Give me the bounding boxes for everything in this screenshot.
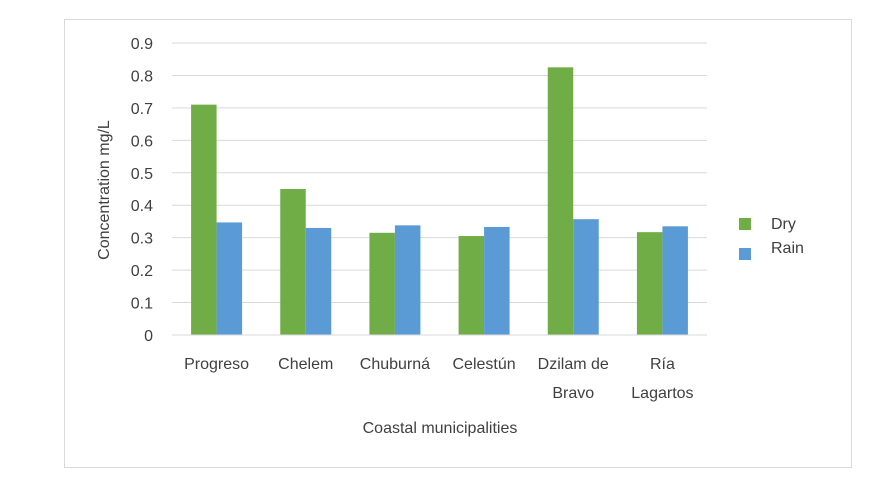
y-tick-label: 0.8 — [131, 68, 153, 85]
x-axis-ticks: Progreso Chelem Chuburná Celestún Dzilam de B… — [184, 356, 693, 402]
bars — [172, 67, 707, 336]
legend-swatch-dry — [739, 218, 751, 230]
y-tick-label: 0.5 — [131, 166, 153, 183]
y-tick-label: 0.6 — [131, 133, 153, 150]
y-tick-label: 0.2 — [131, 263, 153, 280]
bar-dry — [369, 232, 395, 335]
y-axis-title: Concentration mg/L — [96, 120, 113, 260]
x-tick-label: Dzilam de Bravo — [538, 356, 609, 402]
legend-label-rain: Rain — [771, 240, 804, 257]
x-tick-label: Progreso — [184, 356, 249, 373]
gridlines — [172, 42, 707, 336]
x-tick-label: Celestún — [453, 356, 516, 373]
bar-rain — [662, 226, 688, 335]
bar-rain — [216, 222, 243, 335]
x-tick-label: Ría Lagartos — [631, 356, 693, 402]
bar-dry — [458, 236, 485, 335]
legend: Dry Rain — [739, 216, 804, 260]
legend-swatch-rain — [739, 248, 751, 260]
y-tick-label: 0 — [144, 328, 153, 345]
x-axis-title: Coastal municipalities — [363, 420, 518, 437]
y-tick-label: 0.9 — [131, 36, 153, 53]
bar-dry — [191, 104, 217, 336]
bar-rain — [394, 225, 421, 335]
x-tick-label: Chelem — [278, 356, 333, 373]
bar-rain — [484, 226, 510, 335]
bar-dry — [547, 67, 574, 335]
y-tick-label: 0.7 — [131, 101, 153, 118]
y-tick-label: 0.3 — [131, 231, 153, 248]
y-tick-label: 0.1 — [131, 296, 153, 313]
bar-rain — [573, 219, 599, 335]
x-tick-label: Chuburná — [360, 356, 430, 373]
bar-dry — [280, 189, 306, 335]
legend-label-dry: Dry — [771, 216, 796, 233]
y-tick-label: 0.4 — [131, 198, 153, 215]
bar-rain — [305, 227, 332, 335]
y-axis-ticks: 0 0.1 0.2 0.3 0.4 0.5 0.6 0.7 0.8 0.9 — [131, 36, 153, 345]
bar-dry — [636, 232, 663, 335]
